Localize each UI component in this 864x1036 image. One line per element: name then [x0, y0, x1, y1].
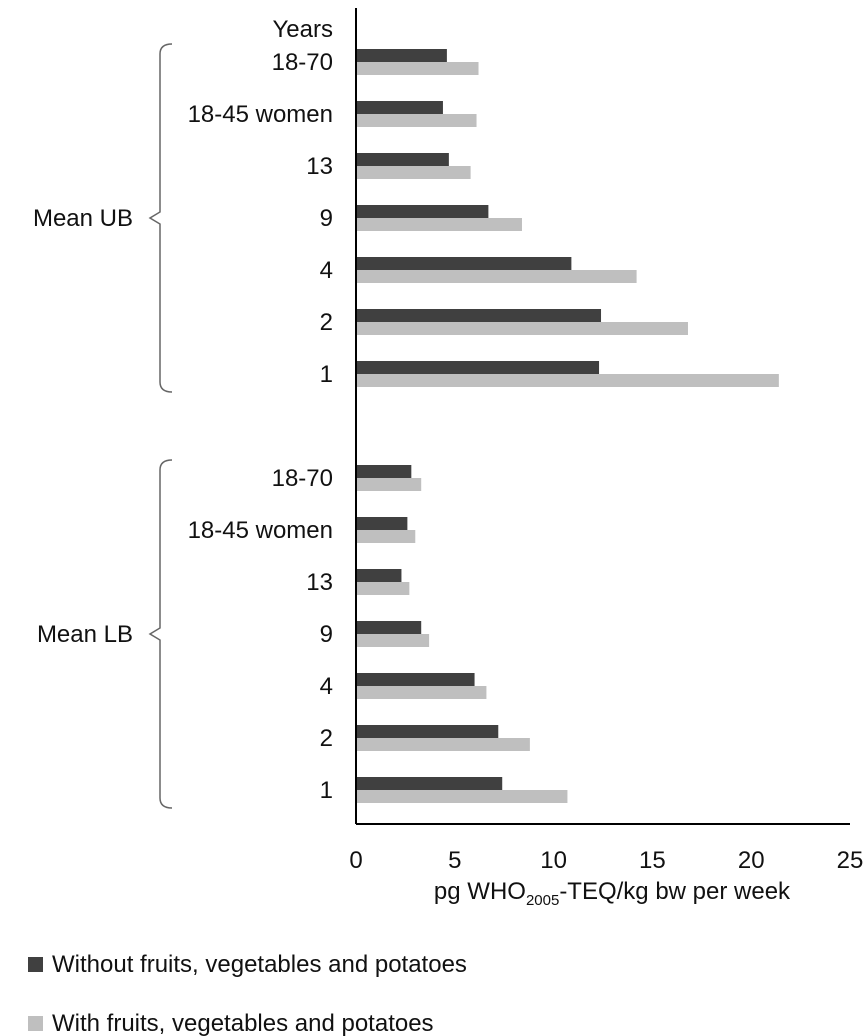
category-labels: 18-70 18-45 women 13 9 4 2 1 18-70 18-45 women 13… [188, 49, 333, 804]
bar-ub-5-without [356, 309, 602, 322]
x-axis-title-prefix: pg WHO [434, 878, 526, 905]
category-label: 9 [320, 621, 333, 648]
x-axis-title: pg WHO2005-TEQ/kg bw per week [434, 878, 791, 909]
bar-lb-0-without [356, 465, 412, 478]
x-tick-label: 20 [738, 847, 765, 874]
bar-ub-5-with [356, 322, 688, 335]
bar-ub-0-with [356, 62, 479, 75]
x-axis-title-suffix: -TEQ/kg bw per week [559, 878, 791, 905]
category-label: 2 [320, 309, 333, 336]
legend: Without fruits, vegetables and potatoes … [28, 951, 467, 1036]
x-tick-labels: 0 5 10 15 20 25 [349, 847, 863, 874]
x-tick-label: 5 [448, 847, 461, 874]
bar-lb-4-with [356, 686, 487, 699]
category-label: 1 [320, 361, 333, 388]
group-label: Mean UB [33, 205, 133, 232]
x-tick-label: 15 [639, 847, 666, 874]
group-brackets: Mean UB Mean LB [33, 43, 173, 809]
group-label: Mean LB [37, 621, 133, 648]
bar-lb-2-without [356, 569, 402, 582]
bar-lb-5-with [356, 738, 530, 751]
group-bracket [148, 43, 173, 393]
group-bracket [148, 459, 173, 809]
bar-ub-1-without [356, 101, 443, 114]
bar-lb-6-with [356, 790, 568, 803]
bar-ub-0-without [356, 49, 447, 62]
bar-ub-2-without [356, 153, 449, 166]
bar-ub-1-with [356, 114, 477, 127]
bar-ub-4-with [356, 270, 637, 283]
category-label: 4 [320, 257, 333, 284]
bar-lb-1-with [356, 530, 416, 543]
category-label: 13 [306, 569, 333, 596]
bar-lb-4-without [356, 673, 475, 686]
category-label: 2 [320, 725, 333, 752]
category-header: Years [273, 16, 334, 43]
legend-swatch-without [28, 957, 43, 972]
bars-layer [356, 49, 779, 803]
category-label: 9 [320, 205, 333, 232]
bar-lb-5-without [356, 725, 499, 738]
bar-ub-2-with [356, 166, 471, 179]
bar-lb-0-with [356, 478, 422, 491]
bar-lb-1-without [356, 517, 408, 530]
x-tick-label: 25 [837, 847, 864, 874]
x-axis-title-subscript: 2005 [526, 892, 559, 909]
bar-lb-3-without [356, 621, 422, 634]
bar-ub-4-without [356, 257, 572, 270]
category-label: 18-45 women [188, 517, 333, 544]
bar-ub-6-without [356, 361, 600, 374]
category-label: 13 [306, 153, 333, 180]
bar-ub-6-with [356, 374, 779, 387]
bar-ub-3-with [356, 218, 522, 231]
bar-lb-3-with [356, 634, 430, 647]
category-label: 18-70 [272, 49, 333, 76]
legend-swatch-with [28, 1016, 43, 1031]
x-tick-label: 0 [349, 847, 362, 874]
bar-lb-2-with [356, 582, 410, 595]
bar-lb-6-without [356, 777, 503, 790]
category-label: 18-45 women [188, 101, 333, 128]
bar-ub-3-without [356, 205, 489, 218]
x-tick-label: 10 [540, 847, 567, 874]
category-label: 1 [320, 777, 333, 804]
category-label: 18-70 [272, 465, 333, 492]
legend-label-with: With fruits, vegetables and potatoes [52, 1010, 434, 1036]
legend-label-without: Without fruits, vegetables and potatoes [52, 951, 467, 978]
category-label: 4 [320, 673, 333, 700]
